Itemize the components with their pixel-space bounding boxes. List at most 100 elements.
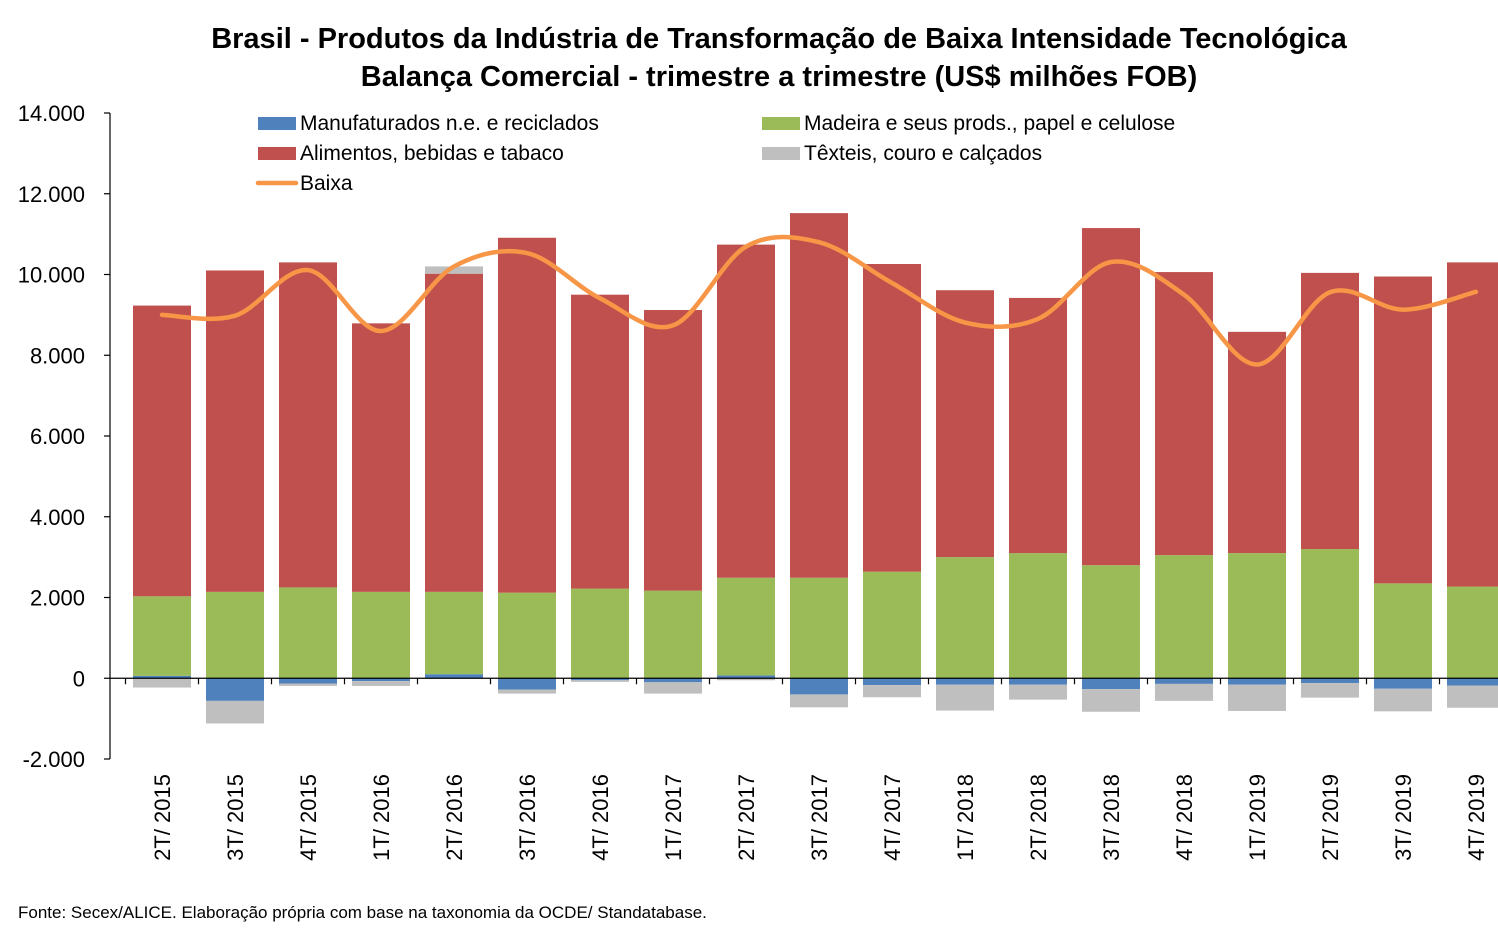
bar-segment (644, 310, 702, 591)
x-tick-label: 4T/ 2018 (1172, 774, 1197, 861)
bar-segment (279, 262, 337, 588)
bar-segment (279, 683, 337, 686)
bar-segment (425, 273, 483, 592)
x-tick-label: 3T/ 2017 (807, 774, 832, 861)
bar-segment (717, 678, 775, 681)
bar-segment (425, 591, 483, 675)
bar-segment (133, 675, 191, 679)
bar-segment (1009, 684, 1067, 700)
bar-segment (1228, 678, 1286, 685)
bar-segment (1301, 549, 1359, 679)
bar-segment (352, 678, 410, 682)
series-line-baixa (159, 234, 1479, 367)
bar-segment (790, 694, 848, 708)
bar-segment (133, 596, 191, 676)
bar-segment (352, 323, 410, 592)
bar-segment (571, 680, 629, 682)
x-tick-label: 2T/ 2017 (734, 774, 759, 861)
bar-segment (1082, 689, 1140, 712)
x-tick-label: 2T/ 2015 (150, 774, 175, 861)
bar-segment (1082, 565, 1140, 679)
bar-segment (1301, 683, 1359, 698)
x-axis: 2T/ 2015 3T/ 2015 4T/ 2015 1T/ 2016 2T/ 2016… (110, 677, 1498, 861)
bar-segment (644, 682, 702, 694)
bar-segment (1374, 688, 1432, 712)
y-tick-label: 2.000 (30, 586, 85, 611)
x-tick-label: 4T/ 2016 (588, 774, 613, 861)
bar-segment (863, 264, 921, 572)
bar-segment (790, 678, 848, 695)
source-note: Fonte: Secex/ALICE. Elaboração própria c… (18, 903, 707, 922)
legend: Manufaturados n.e. e reciclados Madeira e… (255, 112, 1175, 195)
x-tick-label: 4T/ 2015 (296, 774, 321, 861)
bar-segment (863, 571, 921, 679)
bar-segment (1447, 586, 1498, 679)
bar-segment (1155, 678, 1213, 684)
bar-segment (571, 588, 629, 679)
chart-subtitle: Balança Comercial - trimestre a trimestr… (361, 61, 1197, 93)
bar-segment (206, 270, 264, 592)
legend-label: Madeira e seus prods., papel e celulose (804, 112, 1175, 135)
bar-segment (133, 305, 191, 597)
bar-segment (498, 678, 556, 690)
bar-segment (936, 557, 994, 679)
x-tick-label: 3T/ 2015 (223, 774, 248, 861)
bar-segment (498, 237, 556, 593)
bar-segment (1155, 555, 1213, 679)
bar-segment (425, 674, 483, 679)
bar-segment (1009, 553, 1067, 679)
bar-segment (717, 577, 775, 676)
x-tick-label: 1T/ 2019 (1245, 774, 1270, 861)
bar-segment (1082, 678, 1140, 690)
bar-segment (1447, 685, 1498, 708)
bar-segment (425, 266, 483, 274)
bar-segment (936, 678, 994, 685)
bar-segment (790, 577, 848, 679)
x-tick-label: 3T/ 2016 (515, 774, 540, 861)
legend-label: Têxteis, couro e calçados (804, 142, 1042, 165)
bars-group (133, 213, 1498, 724)
x-tick-label: 3T/ 2019 (1391, 774, 1416, 861)
legend-label: Baixa (300, 172, 353, 195)
y-tick-label: 12.000 (18, 182, 85, 207)
bar-segment (936, 290, 994, 558)
bar-segment (1009, 297, 1067, 554)
x-tick-label: 1T/ 2018 (953, 774, 978, 861)
bar-segment (571, 294, 629, 589)
legend-label: Alimentos, bebidas e tabaco (300, 142, 564, 165)
bar-segment (571, 678, 629, 681)
y-tick-label: 8.000 (30, 343, 85, 368)
x-tick-label: 4T/ 2017 (880, 774, 905, 861)
bar-segment (1228, 553, 1286, 679)
bar-segment (863, 678, 921, 686)
y-tick-label: 6.000 (30, 424, 85, 449)
bar-segment (1301, 272, 1359, 550)
y-tick-label: 0 (73, 666, 85, 691)
y-tick-label: 4.000 (30, 505, 85, 530)
bar-segment (279, 678, 337, 684)
bar-segment (206, 700, 264, 724)
y-axis: -2.000 0 2.000 4.000 6.000 8.000 10.000 12.000 1… (18, 101, 111, 772)
bar-segment (1447, 262, 1498, 587)
legend-swatch (258, 117, 296, 130)
y-tick-label: 14.000 (18, 101, 85, 126)
bar-segment (717, 675, 775, 679)
bar-segment (717, 244, 775, 578)
bar-segment (1228, 331, 1286, 554)
x-tick-label: 1T/ 2016 (369, 774, 394, 861)
bar-segment (1009, 678, 1067, 685)
x-tick-label: 2T/ 2019 (1318, 774, 1343, 861)
bar-segment (352, 591, 410, 679)
bar-segment (279, 587, 337, 679)
bar-segment (936, 684, 994, 711)
bar-segment (1447, 678, 1498, 686)
bar-segment (498, 592, 556, 679)
legend-label: Manufaturados n.e. e reciclados (300, 112, 599, 135)
y-tick-label: -2.000 (23, 747, 85, 772)
x-tick-label: 2T/ 2016 (442, 774, 467, 861)
bar-segment (133, 678, 191, 688)
bar-segment (1082, 228, 1140, 566)
bar-segment (1155, 683, 1213, 701)
bar-segment (644, 678, 702, 683)
